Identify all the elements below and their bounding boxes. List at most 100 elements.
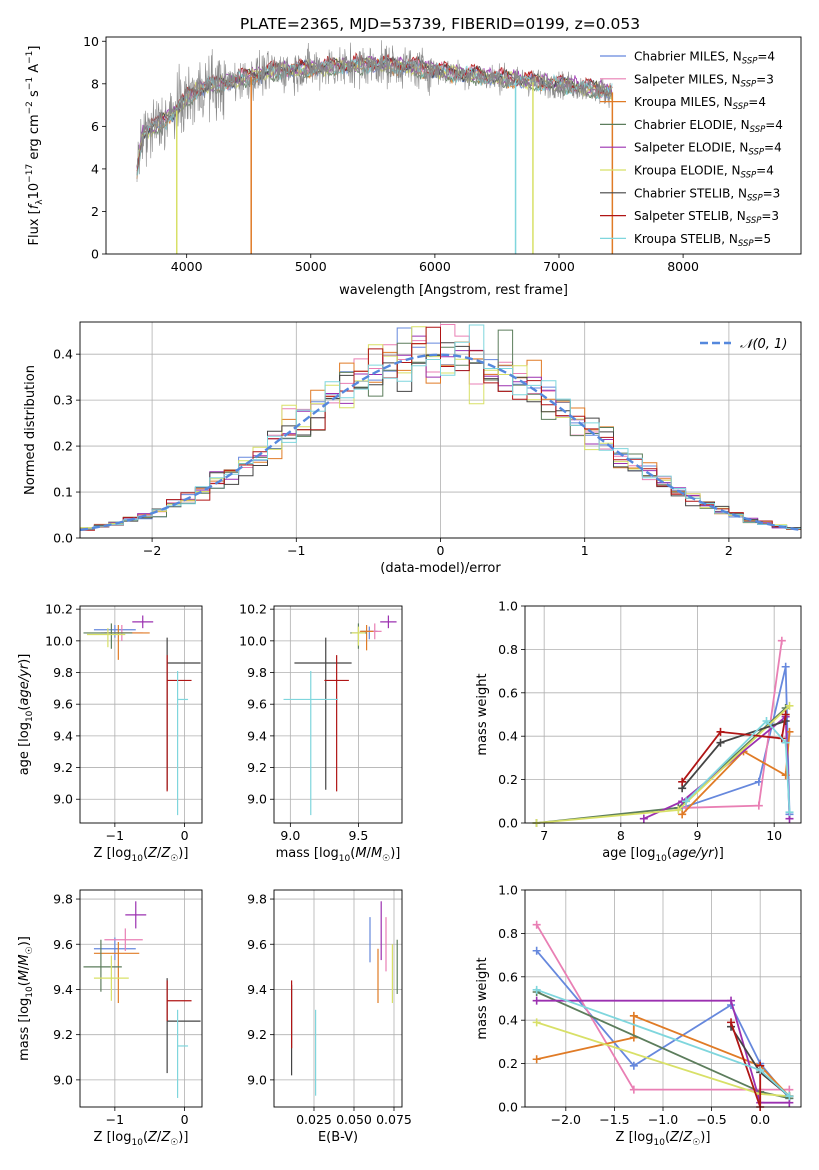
spectrum-xtick-label: 8000 (667, 259, 699, 274)
point-marker (532, 1018, 541, 1027)
point-marker (777, 636, 786, 645)
mass_vs_Z-ytick-label: 9.6 (53, 937, 73, 952)
spectrum-xtick-label: 5000 (295, 259, 327, 274)
point-marker (716, 727, 725, 736)
mass_vs_Z-plot-area (83, 901, 201, 1098)
point-marker (754, 801, 763, 810)
weight_vs_age-ytick-label: 0.6 (498, 685, 518, 700)
mass_vs_ebv-xtick-label: 0.050 (336, 1112, 372, 1127)
spectrum-legend: Chabrier MILES, NSSP=4 Salpeter MILES, NS… (600, 50, 783, 249)
mass_vs_ebv-xtick-label: 0.075 (376, 1112, 412, 1127)
legend-entry: Salpeter STELIB, NSSP=3 (634, 209, 779, 226)
mass_vs_Z-point (166, 980, 192, 1022)
age_vs_Z-point (166, 655, 192, 792)
residuals-ytick-label: 0.1 (53, 485, 73, 500)
point-marker (785, 701, 794, 710)
mass_vs_ebv-ytick-label: 9.8 (247, 892, 267, 907)
age_vs_Z-point (177, 670, 189, 816)
spectrum-ytick-label: 2 (91, 204, 99, 219)
point-marker (682, 797, 690, 806)
age_vs_Z-xtick-label: 0 (181, 828, 189, 843)
point-marker (629, 1011, 638, 1020)
spectrum-xtick-label: 4000 (171, 259, 203, 274)
spectrum-axes: 4000 5000 6000 7000 8000 0 2 4 6 8 10 wavelength [A… (25, 34, 802, 298)
spectrum-xtick-label: 7000 (543, 259, 575, 274)
weight_vs_age-ytick-label: 0.4 (498, 729, 518, 744)
weight_vs_Z-axes: −2.0 −1.5 −1.0 −0.5 0.0 0.0 0.2 0.4 0.6 0.8 1.0 Z [… (475, 883, 802, 1148)
point-marker (532, 1055, 541, 1064)
figure-title: PLATE=2365, MJD=53739, FIBERID=0199, z=0… (240, 15, 640, 33)
mass_vs_Z-point (83, 939, 122, 992)
residuals-gaussian (80, 353, 801, 532)
residuals-xtick-label: 1 (581, 543, 589, 558)
point-marker (678, 810, 687, 819)
legend-entry: Salpeter MILES, NSSP=3 (634, 72, 774, 89)
residuals-legend-label: 𝒩(0, 1) (740, 337, 787, 352)
legend-entry: Chabrier ELODIE, NSSP=4 (634, 118, 783, 135)
mass_vs_Z-point (93, 955, 129, 1001)
point-marker (762, 717, 771, 726)
weight_vs_age-xtick-label: 10 (766, 828, 782, 843)
weight_vs_age-series-1 (682, 636, 786, 812)
weight_vs_Z-xlabel: Z [log10(Z/Z☉)] (616, 1130, 711, 1148)
age_vs_mass-point (359, 625, 374, 651)
residuals-xtick-label: 0 (437, 543, 445, 558)
age_vs_mass-ytick-label: 9.4 (247, 728, 267, 743)
age_vs_mass-ytick-label: 10.2 (239, 602, 267, 617)
mass_vs_ebv-axes: 0.025 0.050 0.075 9.0 9.2 9.4 9.6 9.8 E(B-V) (247, 889, 412, 1145)
weight_vs_Z-xtick-label: −0.5 (696, 1112, 726, 1127)
age_vs_mass-xtick-label: 9.0 (280, 828, 300, 843)
weight_vs_age-xlabel: age [log10(age/yr)] (602, 846, 724, 864)
age_vs_Z-ytick-label: 9.8 (53, 665, 73, 680)
weight_vs_age-frame (524, 605, 802, 824)
spectrum-frame (105, 36, 802, 255)
spectrum-xlabel: wavelength [Angstrom, rest frame] (339, 283, 568, 298)
mass_vs_ebv-ytick-label: 9.0 (247, 1072, 267, 1087)
age_vs_Z-plot-area (83, 615, 201, 816)
point-marker (678, 777, 687, 786)
age_vs_mass-xlabel: mass [log10(M/M☉)] (276, 846, 401, 864)
age_vs_Z-point (132, 615, 154, 629)
legend-entry: Salpeter ELODIE, NSSP=4 (634, 141, 782, 158)
weight_vs_age-series-8 (682, 717, 794, 817)
weight_vs_age-ytick-label: 1.0 (498, 599, 518, 614)
point-marker (639, 814, 648, 823)
residuals-frame (79, 321, 802, 539)
age_vs_mass-ytick-label: 10.0 (239, 633, 267, 648)
weight_vs_age-xtick-label: 8 (617, 828, 625, 843)
series-line (536, 999, 790, 1104)
point-marker (674, 805, 683, 814)
age_vs_Z-ylabel: age [log10(age/yr)] (17, 654, 35, 776)
weight_vs_age-ytick-label: 0.0 (498, 816, 518, 831)
legend-entry: Kroupa ELODIE, NSSP=4 (634, 164, 774, 181)
residuals-hist-7 (80, 326, 801, 531)
spectrum-ytick-label: 8 (91, 76, 99, 91)
mass_vs_ebv-frame (273, 889, 403, 1108)
weight_vs_Z-ytick-label: 0.2 (498, 1056, 518, 1071)
mass_vs_ebv-ytick-label: 9.6 (247, 937, 267, 952)
age_vs_Z-xlabel: Z [log10(Z/Z☉)] (94, 846, 189, 864)
mass_vs_Z-ytick-label: 9.4 (53, 982, 73, 997)
point-marker (532, 946, 541, 955)
mass_vs_ebv-ytick-label: 9.2 (247, 1027, 267, 1042)
residuals-ytick-label: 0.3 (53, 393, 73, 408)
weight_vs_age-axes: 7 8 9 10 0.0 0.2 0.4 0.6 0.8 1.0 age [log10(age/yr… (475, 599, 802, 864)
point-marker (781, 662, 790, 671)
point-marker (532, 985, 541, 994)
legend-entry: Kroupa MILES, NSSP=4 (634, 95, 766, 112)
spectrum-ytick-label: 4 (91, 161, 99, 176)
point-marker (629, 1085, 638, 1094)
point-marker (629, 1061, 638, 1070)
residuals-ytick-label: 0.4 (53, 347, 73, 362)
legend-entry: Kroupa STELIB, NSSP=5 (634, 232, 771, 249)
residuals-ytick-label: 0.2 (53, 439, 73, 454)
spectrum-ytick-label: 10 (83, 34, 99, 49)
residuals-axes: −2 −1 0 1 2 0.0 0.1 0.2 0.3 0.4 (data-model)/error… (23, 321, 802, 576)
mass_vs_ebv-ytick-label: 9.4 (247, 982, 267, 997)
weight_vs_Z-ytick-label: 0.8 (498, 926, 518, 941)
mass_vs_ebv-xtick-label: 0.025 (296, 1112, 332, 1127)
age_vs_mass-axes: 9.0 9.5 9.0 9.2 9.4 9.6 9.8 10.0 10.2 mass [log10… (239, 602, 403, 864)
age_vs_mass-ytick-label: 9.0 (247, 792, 267, 807)
spectrum-ylabel: Flux [fλ10−17 erg cm−2 s−1 A−1] (25, 46, 45, 246)
